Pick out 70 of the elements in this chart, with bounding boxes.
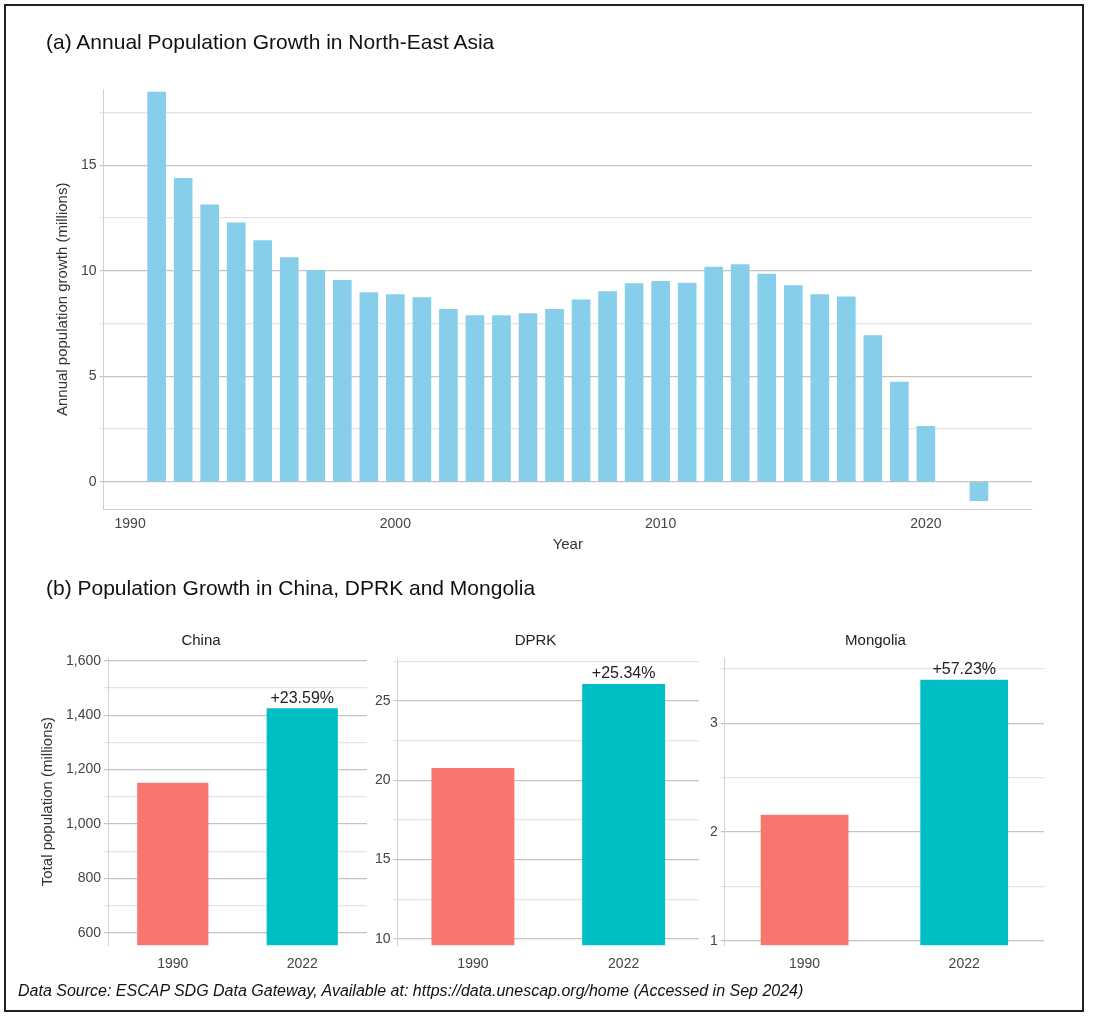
bar: [677, 282, 697, 482]
bar: [492, 315, 511, 482]
y-tick-label: 600: [77, 923, 102, 940]
bar: [147, 91, 166, 482]
chart-title: (b) Population Growth in China, DPRK and Mongolia: [46, 576, 536, 600]
bar: [386, 294, 405, 482]
y-tick-label: 5: [88, 367, 97, 384]
y-tick-label: 1,400: [65, 706, 102, 723]
y-tick-label: 1,000: [65, 814, 102, 831]
x-tick-label: 1990: [157, 955, 189, 972]
bar: [598, 291, 617, 482]
y-tick-label: 0: [88, 472, 97, 489]
y-tick-label: 3: [709, 714, 718, 731]
bar: [969, 482, 989, 502]
x-tick-label: 2000: [379, 515, 412, 532]
x-tick-label: 1990: [457, 955, 489, 972]
chart-title: (a) Annual Population Growth in North-East Asia: [46, 30, 495, 54]
bar: [810, 294, 830, 482]
bar: [836, 296, 856, 482]
y-tick-label: 1: [709, 931, 718, 948]
bar: [200, 204, 220, 482]
x-tick-label: 2022: [948, 955, 980, 972]
y-axis-title: Total population (millions): [38, 716, 56, 887]
y-tick-label: 800: [77, 869, 102, 886]
bar: [863, 335, 883, 482]
annotation: +25.34%: [591, 664, 656, 682]
y-tick-label: 10: [80, 261, 97, 278]
bar: [916, 425, 936, 482]
y-tick-label: 2: [709, 822, 718, 839]
y-tick-label: 25: [374, 691, 391, 708]
bar: [518, 313, 538, 482]
chart-title: Mongolia: [845, 631, 907, 649]
bar: [279, 257, 299, 482]
y-tick-label: 10: [374, 929, 391, 946]
x-tick-label: 2010: [645, 515, 677, 532]
x-tick-label: 1990: [114, 515, 146, 532]
x-tick-label: 2022: [286, 955, 319, 972]
x-axis-title: Year: [552, 535, 583, 553]
x-tick-label: 2022: [608, 955, 640, 972]
annotation: +57.23%: [932, 660, 996, 678]
bar: [226, 222, 246, 482]
bar: [465, 315, 485, 482]
bar: [412, 297, 432, 482]
y-tick-label: 20: [374, 771, 391, 788]
y-tick-label: 15: [374, 850, 391, 867]
y-tick-label: 15: [80, 156, 97, 173]
bar: [730, 264, 750, 482]
y-tick-label: 1,200: [65, 760, 102, 777]
bar: [332, 279, 352, 482]
bar: [704, 266, 724, 482]
bar: [783, 285, 803, 482]
bar: [545, 309, 564, 482]
bar: [359, 292, 379, 482]
x-tick-label: 2020: [910, 515, 942, 532]
bar: [624, 283, 644, 482]
bar: [306, 270, 326, 482]
bar: [757, 273, 777, 482]
bar: [253, 240, 273, 482]
bar: [173, 178, 193, 482]
bar: [571, 299, 591, 482]
y-tick-label: 1,600: [65, 651, 102, 668]
chart-subtitle: China: [181, 631, 222, 649]
source-note: Data Source: ESCAP SDG Data Gateway, Available at: https://data.unescap.org/home (Accessed in Sep 2024): [18, 982, 804, 1000]
chart-title: DPRK: [514, 631, 557, 649]
y-axis-title: Annual population growth (millions): [53, 182, 71, 417]
bar: [890, 381, 909, 482]
annotation: +23.59%: [270, 688, 335, 706]
bar: [651, 281, 670, 482]
bar: [439, 309, 458, 482]
x-tick-label: 1990: [789, 955, 821, 972]
